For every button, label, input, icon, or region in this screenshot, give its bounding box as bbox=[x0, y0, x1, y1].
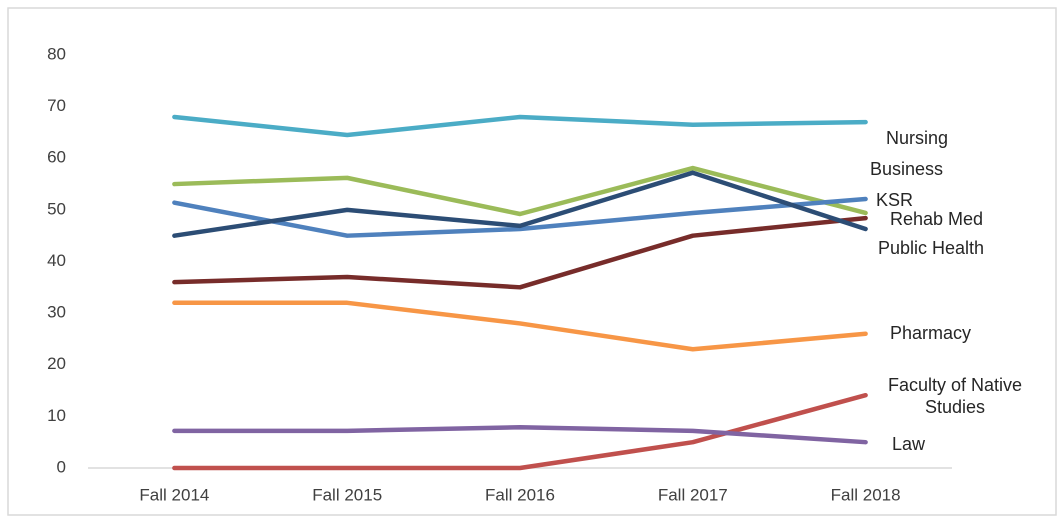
series-line bbox=[172, 215, 868, 290]
y-tick-label: 80 bbox=[47, 44, 66, 63]
x-tick-label: Fall 2018 bbox=[831, 485, 901, 504]
y-tick-label: 10 bbox=[47, 406, 66, 425]
series-line bbox=[172, 424, 868, 445]
series-label: Business bbox=[870, 159, 944, 179]
y-tick-label: 70 bbox=[47, 96, 66, 115]
x-tick-label: Fall 2017 bbox=[658, 485, 728, 504]
y-tick-label: 50 bbox=[47, 199, 66, 218]
series-label: KSR bbox=[876, 190, 914, 210]
x-tick-label: Fall 2015 bbox=[312, 485, 382, 504]
series-line bbox=[172, 165, 868, 217]
y-tick-label: 0 bbox=[57, 457, 66, 476]
series-line bbox=[172, 196, 868, 238]
series-label: Pharmacy bbox=[890, 323, 972, 343]
series-line bbox=[172, 114, 868, 138]
series-line bbox=[172, 170, 868, 238]
series-label: Nursing bbox=[886, 128, 949, 148]
y-tick-label: 30 bbox=[47, 303, 66, 322]
y-tick-label: 20 bbox=[47, 354, 66, 373]
series-label: Law bbox=[892, 434, 926, 454]
series-label: Public Health bbox=[878, 238, 985, 258]
series-label: Rehab Med bbox=[890, 209, 984, 229]
series-line bbox=[172, 300, 868, 352]
y-tick-label: 40 bbox=[47, 251, 66, 270]
x-tick-label: Fall 2014 bbox=[139, 485, 209, 504]
x-tick-label: Fall 2016 bbox=[485, 485, 555, 504]
y-tick-label: 60 bbox=[47, 148, 66, 167]
series-line bbox=[172, 392, 868, 471]
series-label: Faculty of Native Studies bbox=[887, 375, 1023, 417]
